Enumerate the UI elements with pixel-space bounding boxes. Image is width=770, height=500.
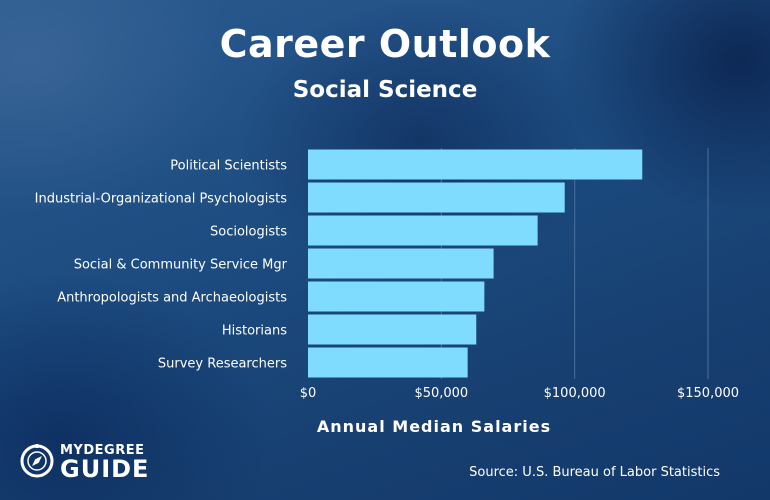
bar <box>308 281 485 312</box>
category-label: Historians <box>222 324 287 339</box>
category-label: Survey Researchers <box>158 357 287 372</box>
category-label: Anthropologists and Archaeologists <box>57 291 287 306</box>
chart-title: Career Outlook <box>219 22 551 66</box>
x-tick-label: $100,000 <box>544 386 606 401</box>
x-tick-label: $0 <box>300 386 317 401</box>
bar <box>308 314 477 345</box>
x-tick-label: $50,000 <box>414 386 468 401</box>
x-tick-label: $150,000 <box>677 386 739 401</box>
logo-top-text: MYDEGREE <box>60 443 145 458</box>
x-axis-label: Annual Median Salaries <box>316 417 552 436</box>
logo-main-text: GUIDE <box>60 455 150 483</box>
site-logo[interactable]: MYDEGREE GUIDE <box>20 443 160 485</box>
bar <box>308 248 494 279</box>
category-label: Social & Community Service Mgr <box>74 258 288 273</box>
chart-subtitle: Social Science <box>292 77 478 103</box>
bar <box>308 347 468 378</box>
category-label: Sociologists <box>210 225 287 240</box>
category-label: Political Scientists <box>170 159 287 174</box>
compass-icon <box>20 444 54 478</box>
bar <box>308 149 643 180</box>
bar <box>308 215 538 246</box>
source-note: Source: U.S. Bureau of Labor Statistics <box>469 465 720 480</box>
category-label: Industrial-Organizational Psychologists <box>35 192 288 207</box>
bar <box>308 182 565 213</box>
